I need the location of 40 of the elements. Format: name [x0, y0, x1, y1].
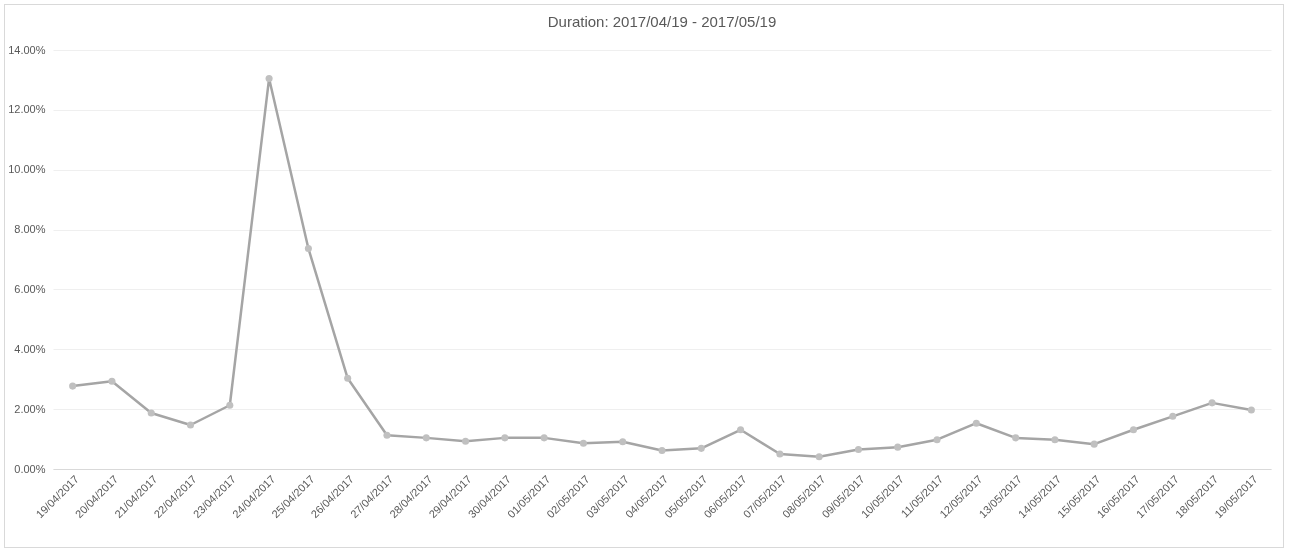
- y-tick-label: 8.00%: [14, 223, 46, 236]
- y-tick-label: 2.00%: [14, 402, 46, 415]
- point: [422, 434, 430, 442]
- point: [147, 409, 155, 417]
- point: [1090, 440, 1098, 448]
- point: [540, 434, 548, 442]
- point: [186, 421, 195, 429]
- y-tick-label: 10.00%: [8, 163, 46, 176]
- point: [265, 74, 273, 82]
- point: [1208, 399, 1216, 407]
- point: [619, 438, 627, 446]
- point: [776, 450, 784, 458]
- point: [1247, 406, 1255, 414]
- point: [1051, 436, 1059, 444]
- point: [854, 446, 862, 454]
- point: [972, 419, 980, 427]
- point: [894, 443, 902, 451]
- point: [815, 453, 823, 461]
- point: [658, 446, 666, 454]
- point: [579, 439, 587, 447]
- point: [462, 437, 470, 445]
- point: [697, 444, 705, 452]
- point: [304, 244, 312, 252]
- y-tick-label: 4.00%: [14, 342, 46, 355]
- point: [383, 431, 391, 439]
- point: [737, 426, 745, 434]
- point: [344, 374, 352, 382]
- point: [226, 401, 234, 409]
- point: [69, 382, 77, 390]
- y-tick-label: 0.00%: [14, 462, 46, 475]
- chart-title: Duration: 2017/04/19 - 2017/05/19: [547, 13, 777, 30]
- point: [1012, 434, 1020, 442]
- point: [1129, 426, 1138, 434]
- point: [1169, 412, 1177, 420]
- y-tick-label: 14.00%: [8, 43, 46, 56]
- y-tick-label: 6.00%: [14, 282, 46, 295]
- point: [933, 436, 941, 444]
- y-tick-label: 12.00%: [8, 103, 46, 116]
- point: [108, 377, 116, 385]
- point: [501, 434, 509, 442]
